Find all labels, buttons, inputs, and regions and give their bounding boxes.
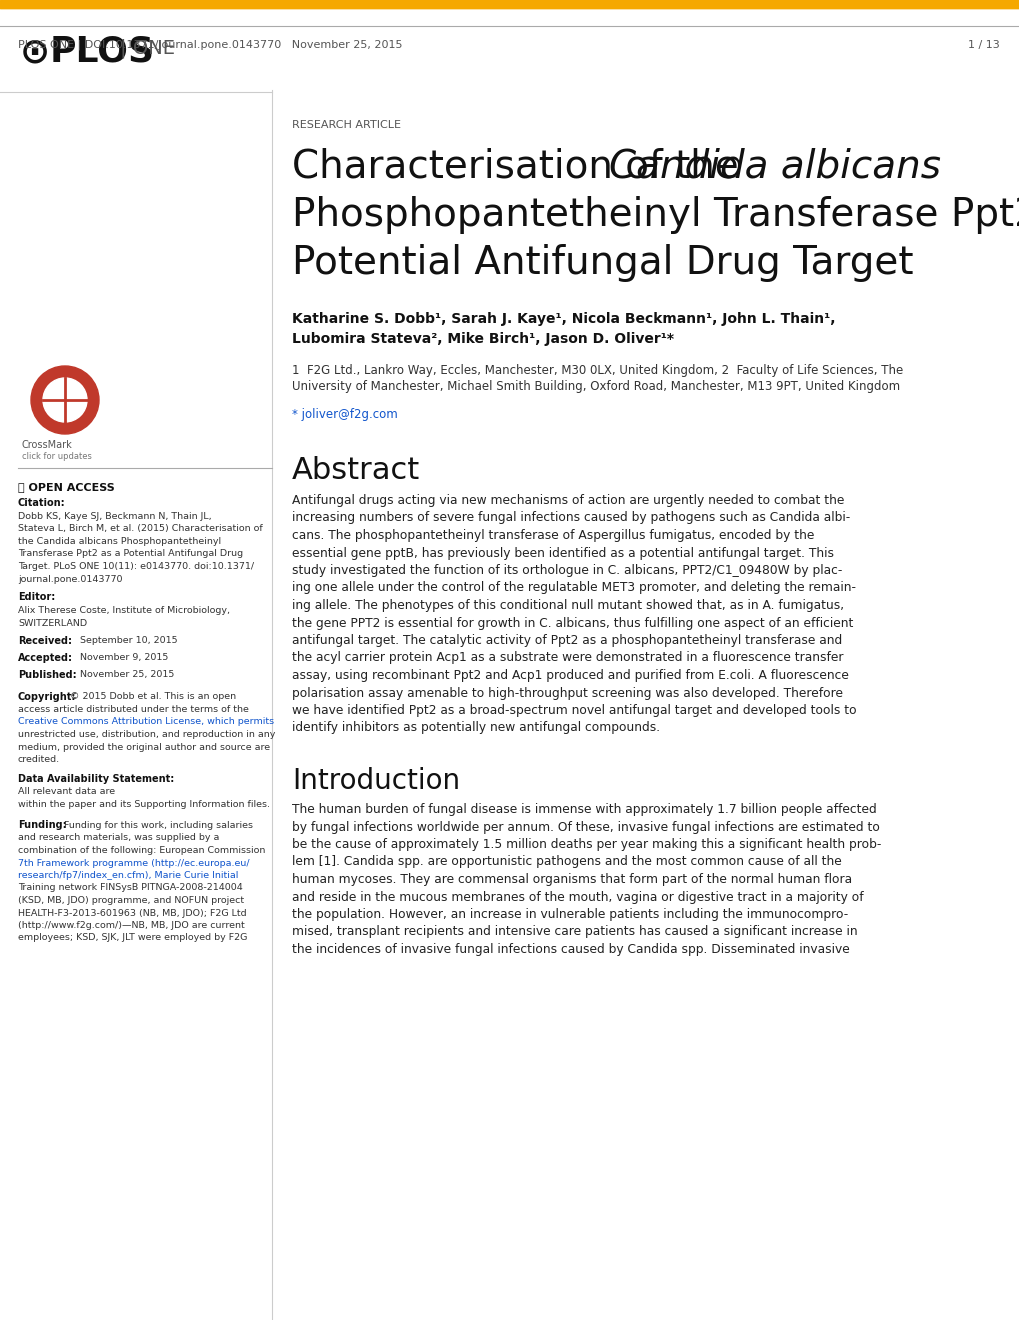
- Text: Target. PLoS ONE 10(11): e0143770. doi:10.1371/: Target. PLoS ONE 10(11): e0143770. doi:1…: [18, 562, 254, 572]
- Text: RESEARCH ARTICLE: RESEARCH ARTICLE: [291, 120, 400, 129]
- Text: The human burden of fungal disease is immense with approximately 1.7 billion peo: The human burden of fungal disease is im…: [291, 803, 876, 816]
- Text: November 9, 2015: November 9, 2015: [79, 653, 168, 663]
- Text: journal.pone.0143770: journal.pone.0143770: [18, 574, 122, 583]
- Text: Characterisation of the: Characterisation of the: [291, 148, 750, 186]
- Text: within the paper and its Supporting Information files.: within the paper and its Supporting Info…: [18, 800, 270, 809]
- Text: cans. The phosphopantetheinyl transferase of Aspergillus fumigatus, encoded by t: cans. The phosphopantetheinyl transferas…: [291, 529, 813, 543]
- Text: 7th Framework programme (http://ec.europa.eu/: 7th Framework programme (http://ec.europ…: [18, 858, 250, 867]
- Text: human mycoses. They are commensal organisms that form part of the normal human f: human mycoses. They are commensal organi…: [291, 873, 851, 886]
- Text: employees; KSD, SJK, JLT were employed by F2G: employees; KSD, SJK, JLT were employed b…: [18, 933, 248, 942]
- Text: credited.: credited.: [18, 755, 60, 764]
- Text: click for updates: click for updates: [22, 451, 92, 461]
- Text: identify inhibitors as potentially new antifungal compounds.: identify inhibitors as potentially new a…: [291, 722, 659, 734]
- Text: Copyright:: Copyright:: [18, 692, 76, 702]
- Text: the gene PPT2 is essential for growth in C. albicans, thus fulfilling one aspect: the gene PPT2 is essential for growth in…: [291, 616, 853, 630]
- Text: combination of the following: European Commission: combination of the following: European C…: [18, 846, 265, 855]
- Bar: [0, 0, 1019, 8]
- Text: Data Availability Statement:: Data Availability Statement:: [18, 774, 174, 784]
- Text: Accepted:: Accepted:: [18, 653, 73, 663]
- Text: Katharine S. Dobb¹, Sarah J. Kaye¹, Nicola Beckmann¹, John L. Thain¹,: Katharine S. Dobb¹, Sarah J. Kaye¹, Nico…: [291, 312, 835, 326]
- Text: Antifungal drugs acting via new mechanisms of action are urgently needed to comb: Antifungal drugs acting via new mechanis…: [291, 494, 844, 507]
- Text: Lubomira Stateva², Mike Birch¹, Jason D. Oliver¹*: Lubomira Stateva², Mike Birch¹, Jason D.…: [291, 333, 674, 346]
- Text: mised, transplant recipients and intensive care patients has caused a significan: mised, transplant recipients and intensi…: [291, 925, 857, 939]
- Text: ⊙: ⊙: [20, 36, 50, 69]
- Text: polarisation assay amenable to high-throughput screening was also developed. The: polarisation assay amenable to high-thro…: [291, 686, 842, 700]
- Text: HEALTH-F3-2013-601963 (NB, MB, JDO); F2G Ltd: HEALTH-F3-2013-601963 (NB, MB, JDO); F2G…: [18, 908, 247, 917]
- Text: University of Manchester, Michael Smith Building, Oxford Road, Manchester, M13 9: University of Manchester, Michael Smith …: [291, 380, 899, 393]
- Text: Abstract: Abstract: [291, 455, 420, 484]
- Text: Funding:: Funding:: [18, 821, 66, 830]
- Text: assay, using recombinant Ppt2 and Acp1 produced and purified from E.coli. A fluo: assay, using recombinant Ppt2 and Acp1 p…: [291, 669, 848, 682]
- Text: Stateva L, Birch M, et al. (2015) Characterisation of: Stateva L, Birch M, et al. (2015) Charac…: [18, 524, 263, 533]
- Text: the population. However, an increase in vulnerable patients including the immuno: the population. However, an increase in …: [291, 908, 848, 921]
- Text: medium, provided the original author and source are: medium, provided the original author and…: [18, 742, 270, 751]
- Text: All relevant data are: All relevant data are: [18, 788, 115, 796]
- Text: the incidences of invasive fungal infections caused by Candida spp. Disseminated: the incidences of invasive fungal infect…: [291, 942, 849, 956]
- Text: access article distributed under the terms of the: access article distributed under the ter…: [18, 705, 249, 714]
- Text: © 2015 Dobb et al. This is an open: © 2015 Dobb et al. This is an open: [70, 692, 235, 701]
- Text: lem [1]. Candida spp. are opportunistic pathogens and the most common cause of a: lem [1]. Candida spp. are opportunistic …: [291, 855, 841, 869]
- Text: study investigated the function of its orthologue in C. albicans, PPT2/C1_09480W: study investigated the function of its o…: [291, 564, 842, 577]
- Text: and research materials, was supplied by a: and research materials, was supplied by …: [18, 833, 219, 842]
- Text: Editor:: Editor:: [18, 591, 55, 602]
- Text: Candida albicans: Candida albicans: [608, 148, 940, 186]
- Text: September 10, 2015: September 10, 2015: [79, 636, 177, 645]
- Text: we have identified Ppt2 as a broad-spectrum novel antifungal target and develope: we have identified Ppt2 as a broad-spect…: [291, 704, 856, 717]
- Text: | ONE: | ONE: [120, 40, 175, 58]
- Circle shape: [31, 366, 99, 434]
- Text: (http://www.f2g.com/)—NB, MB, JDO are current: (http://www.f2g.com/)—NB, MB, JDO are cu…: [18, 921, 245, 931]
- Text: PLOS ONE | DOI:10.1371/journal.pone.0143770   November 25, 2015: PLOS ONE | DOI:10.1371/journal.pone.0143…: [18, 40, 403, 50]
- Text: research/fp7/index_en.cfm), Marie Curie Initial: research/fp7/index_en.cfm), Marie Curie …: [18, 871, 238, 880]
- Text: (KSD, MB, JDO) programme, and NOFUN project: (KSD, MB, JDO) programme, and NOFUN proj…: [18, 896, 244, 906]
- Text: 🔒 OPEN ACCESS: 🔒 OPEN ACCESS: [18, 482, 115, 492]
- Text: by fungal infections worldwide per annum. Of these, invasive fungal infections a: by fungal infections worldwide per annum…: [291, 821, 879, 833]
- Text: Introduction: Introduction: [291, 767, 460, 795]
- Text: SWITZERLAND: SWITZERLAND: [18, 619, 87, 627]
- Text: CrossMark: CrossMark: [22, 440, 72, 450]
- Text: 1  F2G Ltd., Lankro Way, Eccles, Manchester, M30 0LX, United Kingdom, 2  Faculty: 1 F2G Ltd., Lankro Way, Eccles, Manchest…: [291, 364, 903, 378]
- Text: Received:: Received:: [18, 636, 72, 645]
- Text: PLOS: PLOS: [50, 36, 155, 69]
- Text: increasing numbers of severe fungal infections caused by pathogens such as Candi: increasing numbers of severe fungal infe…: [291, 511, 850, 524]
- Text: Funding for this work, including salaries: Funding for this work, including salarie…: [64, 821, 253, 829]
- Text: be the cause of approximately 1.5 million deaths per year making this a signific: be the cause of approximately 1.5 millio…: [291, 838, 880, 851]
- Text: Citation:: Citation:: [18, 498, 65, 508]
- Text: 1 / 13: 1 / 13: [967, 40, 999, 50]
- Text: the Candida albicans Phosphopantetheinyl: the Candida albicans Phosphopantetheinyl: [18, 537, 221, 546]
- Text: Dobb KS, Kaye SJ, Beckmann N, Thain JL,: Dobb KS, Kaye SJ, Beckmann N, Thain JL,: [18, 512, 211, 521]
- Text: ing one allele under the control of the regulatable MET3 promoter, and deleting : ing one allele under the control of the …: [291, 582, 855, 594]
- Text: unrestricted use, distribution, and reproduction in any: unrestricted use, distribution, and repr…: [18, 730, 275, 739]
- Text: Training network FINSysB PITNGA-2008-214004: Training network FINSysB PITNGA-2008-214…: [18, 883, 243, 892]
- Text: Creative Commons Attribution License, which permits: Creative Commons Attribution License, wh…: [18, 718, 274, 726]
- Text: Phosphopantetheinyl Transferase Ppt2 as a: Phosphopantetheinyl Transferase Ppt2 as …: [291, 195, 1019, 234]
- Text: and reside in the mucous membranes of the mouth, vagina or digestive tract in a : and reside in the mucous membranes of th…: [291, 891, 863, 903]
- Text: November 25, 2015: November 25, 2015: [79, 671, 174, 678]
- Text: antifungal target. The catalytic activity of Ppt2 as a phosphopantetheinyl trans: antifungal target. The catalytic activit…: [291, 634, 842, 647]
- Text: Alix Therese Coste, Institute of Microbiology,: Alix Therese Coste, Institute of Microbi…: [18, 606, 229, 615]
- Text: * joliver@f2g.com: * joliver@f2g.com: [291, 408, 397, 421]
- Circle shape: [43, 378, 87, 422]
- Text: Potential Antifungal Drug Target: Potential Antifungal Drug Target: [291, 244, 913, 282]
- Text: Transferase Ppt2 as a Potential Antifungal Drug: Transferase Ppt2 as a Potential Antifung…: [18, 549, 243, 558]
- Text: essential gene pptB, has previously been identified as a potential antifungal ta: essential gene pptB, has previously been…: [291, 546, 834, 560]
- Text: the acyl carrier protein Acp1 as a substrate were demonstrated in a fluorescence: the acyl carrier protein Acp1 as a subst…: [291, 652, 843, 664]
- Text: Published:: Published:: [18, 671, 76, 680]
- Text: ing allele. The phenotypes of this conditional null mutant showed that, as in A.: ing allele. The phenotypes of this condi…: [291, 599, 844, 612]
